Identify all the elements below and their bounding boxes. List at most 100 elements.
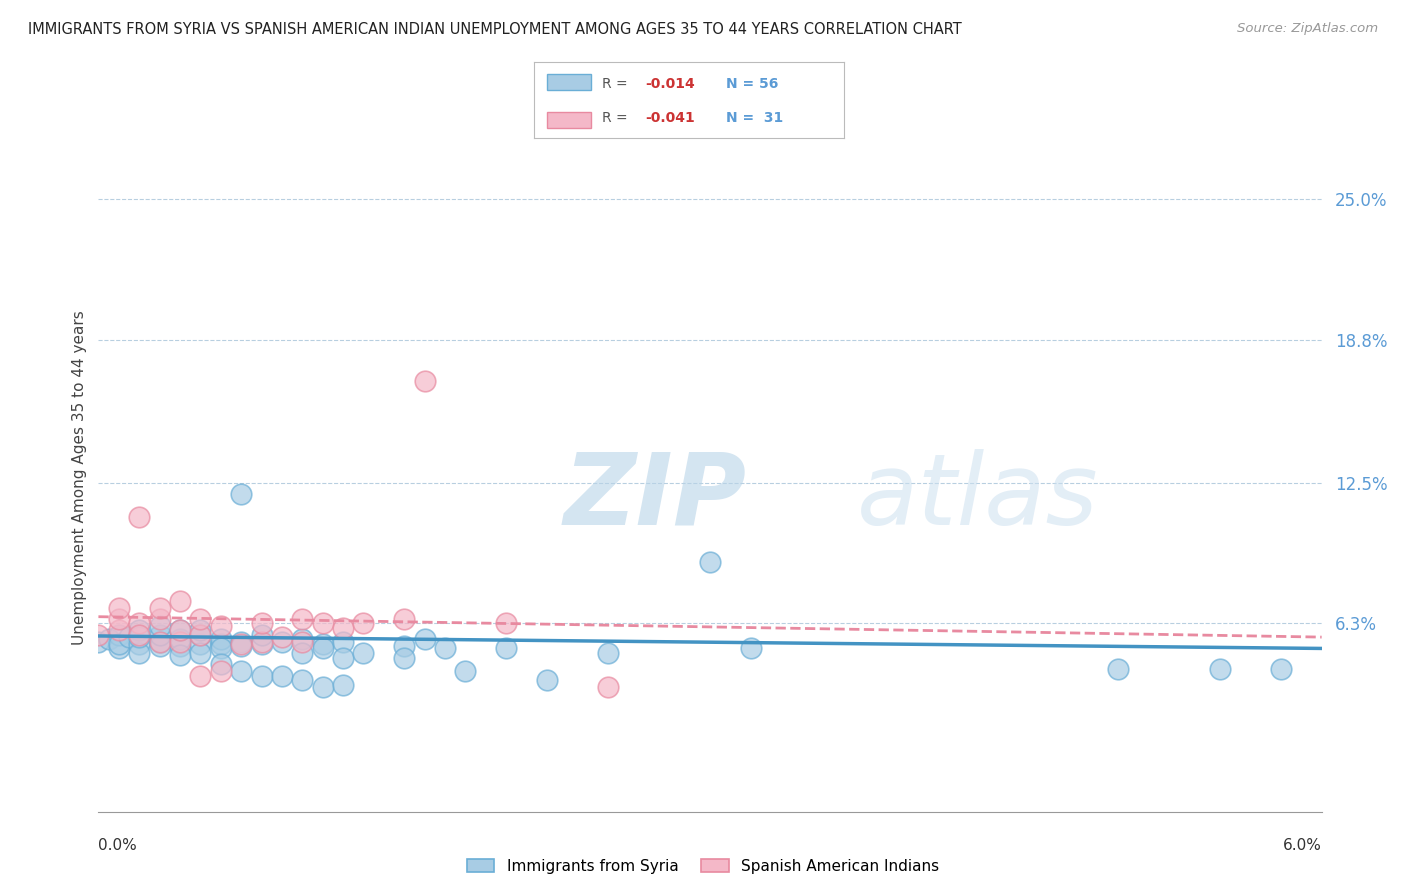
Text: Source: ZipAtlas.com: Source: ZipAtlas.com (1237, 22, 1378, 36)
Point (188, 612, 212, 626)
Point (169, 639, 191, 653)
Point (149, 634, 172, 648)
Point (87, 628, 110, 642)
Point (392, 650, 416, 665)
Point (740, 641, 762, 656)
Point (188, 646, 212, 660)
Point (250, 668, 273, 682)
Text: atlas: atlas (856, 449, 1098, 546)
Point (270, 634, 292, 648)
Point (169, 634, 191, 648)
Point (392, 612, 416, 626)
Text: ZIP: ZIP (564, 449, 747, 546)
Point (1270, 662, 1292, 676)
Bar (547, 112, 591, 128)
Legend: Immigrants from Syria, Spanish American Indians: Immigrants from Syria, Spanish American … (461, 853, 945, 880)
Point (128, 628, 150, 642)
Point (352, 646, 374, 660)
Point (291, 634, 314, 648)
Point (250, 634, 273, 648)
Point (169, 632, 191, 647)
Text: -0.041: -0.041 (645, 111, 696, 125)
Point (231, 664, 253, 678)
Text: R =: R = (602, 111, 628, 125)
Text: N =  31: N = 31 (725, 111, 783, 125)
Point (413, 632, 436, 647)
Text: IMMIGRANTS FROM SYRIA VS SPANISH AMERICAN INDIAN UNEMPLOYMENT AMONG AGES 35 TO 4: IMMIGRANTS FROM SYRIA VS SPANISH AMERICA… (28, 22, 962, 37)
Point (169, 648, 191, 663)
Text: 6.0%: 6.0% (1282, 838, 1322, 854)
Point (188, 628, 212, 642)
Point (495, 641, 517, 656)
Text: R =: R = (602, 77, 628, 91)
Point (108, 628, 131, 642)
Point (1208, 662, 1232, 676)
Point (128, 646, 150, 660)
Point (231, 634, 253, 648)
Point (209, 664, 232, 678)
Point (149, 634, 172, 648)
Point (270, 668, 292, 682)
Point (108, 600, 131, 615)
Point (149, 612, 172, 626)
Point (149, 619, 172, 633)
Point (118, 630, 141, 644)
Point (536, 673, 558, 688)
Point (188, 628, 212, 642)
Point (332, 621, 354, 635)
Text: -0.014: -0.014 (645, 77, 696, 91)
Point (128, 616, 150, 631)
Point (250, 616, 273, 631)
Point (188, 624, 212, 638)
Point (108, 612, 131, 626)
Point (332, 634, 354, 648)
Point (231, 487, 253, 501)
Point (231, 639, 253, 653)
Point (149, 628, 172, 642)
Point (108, 641, 131, 656)
Point (169, 624, 191, 638)
Point (209, 637, 232, 651)
Point (699, 555, 721, 569)
Point (149, 600, 172, 615)
Point (128, 637, 150, 651)
Point (97, 632, 120, 647)
Point (169, 594, 191, 608)
Point (352, 616, 374, 631)
Point (108, 637, 131, 651)
Point (598, 646, 620, 660)
Bar (547, 74, 591, 90)
Point (149, 639, 172, 653)
Point (311, 680, 335, 694)
Point (291, 612, 314, 626)
Point (250, 628, 273, 642)
Point (209, 632, 232, 647)
Point (231, 637, 253, 651)
Point (495, 616, 517, 631)
Point (128, 630, 150, 644)
Point (332, 678, 354, 692)
Point (209, 641, 232, 656)
Point (209, 657, 232, 672)
Point (250, 637, 273, 651)
Point (332, 650, 354, 665)
Point (291, 646, 314, 660)
Point (169, 624, 191, 638)
Point (291, 673, 314, 688)
Point (291, 632, 314, 647)
Point (311, 616, 335, 631)
Point (311, 637, 335, 651)
Point (87, 634, 110, 648)
Y-axis label: Unemployment Among Ages 35 to 44 years: Unemployment Among Ages 35 to 44 years (72, 310, 87, 645)
Text: N = 56: N = 56 (725, 77, 779, 91)
Point (392, 639, 416, 653)
Text: 0.0%: 0.0% (98, 838, 138, 854)
Point (128, 509, 150, 524)
Point (209, 619, 232, 633)
Point (433, 641, 456, 656)
Point (598, 680, 620, 694)
Point (311, 641, 335, 656)
Point (413, 374, 436, 388)
Point (454, 664, 477, 678)
Point (188, 668, 212, 682)
